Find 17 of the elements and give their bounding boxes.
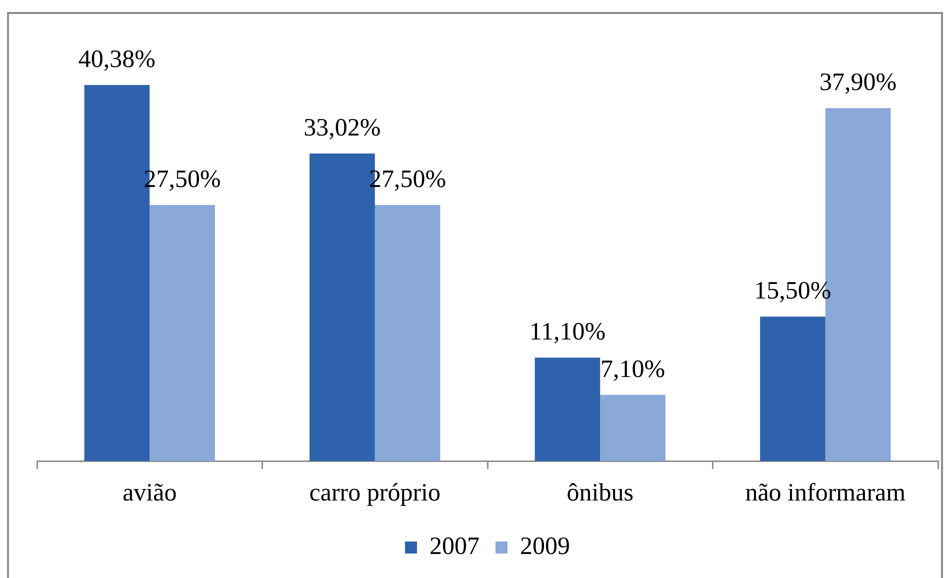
x-tick-label: carro próprio [309, 480, 440, 507]
x-tick-label: ônibus [566, 480, 634, 507]
data-label: 15,50% [754, 278, 832, 305]
bar [600, 394, 666, 461]
legend-label: 2009 [520, 533, 570, 560]
data-label: 11,10% [529, 318, 606, 346]
x-tick-label: não informaram [745, 480, 906, 507]
bar [150, 204, 215, 461]
bar [760, 316, 826, 461]
bar [374, 204, 440, 461]
data-label: 33,02% [304, 114, 381, 142]
x-tick-label: avião [122, 480, 177, 507]
data-label: 7,10% [600, 356, 666, 383]
bar [534, 358, 600, 461]
data-label: 40,38% [78, 46, 156, 74]
legend-label: 2007 [430, 533, 480, 560]
data-label: 37,90% [819, 69, 897, 96]
